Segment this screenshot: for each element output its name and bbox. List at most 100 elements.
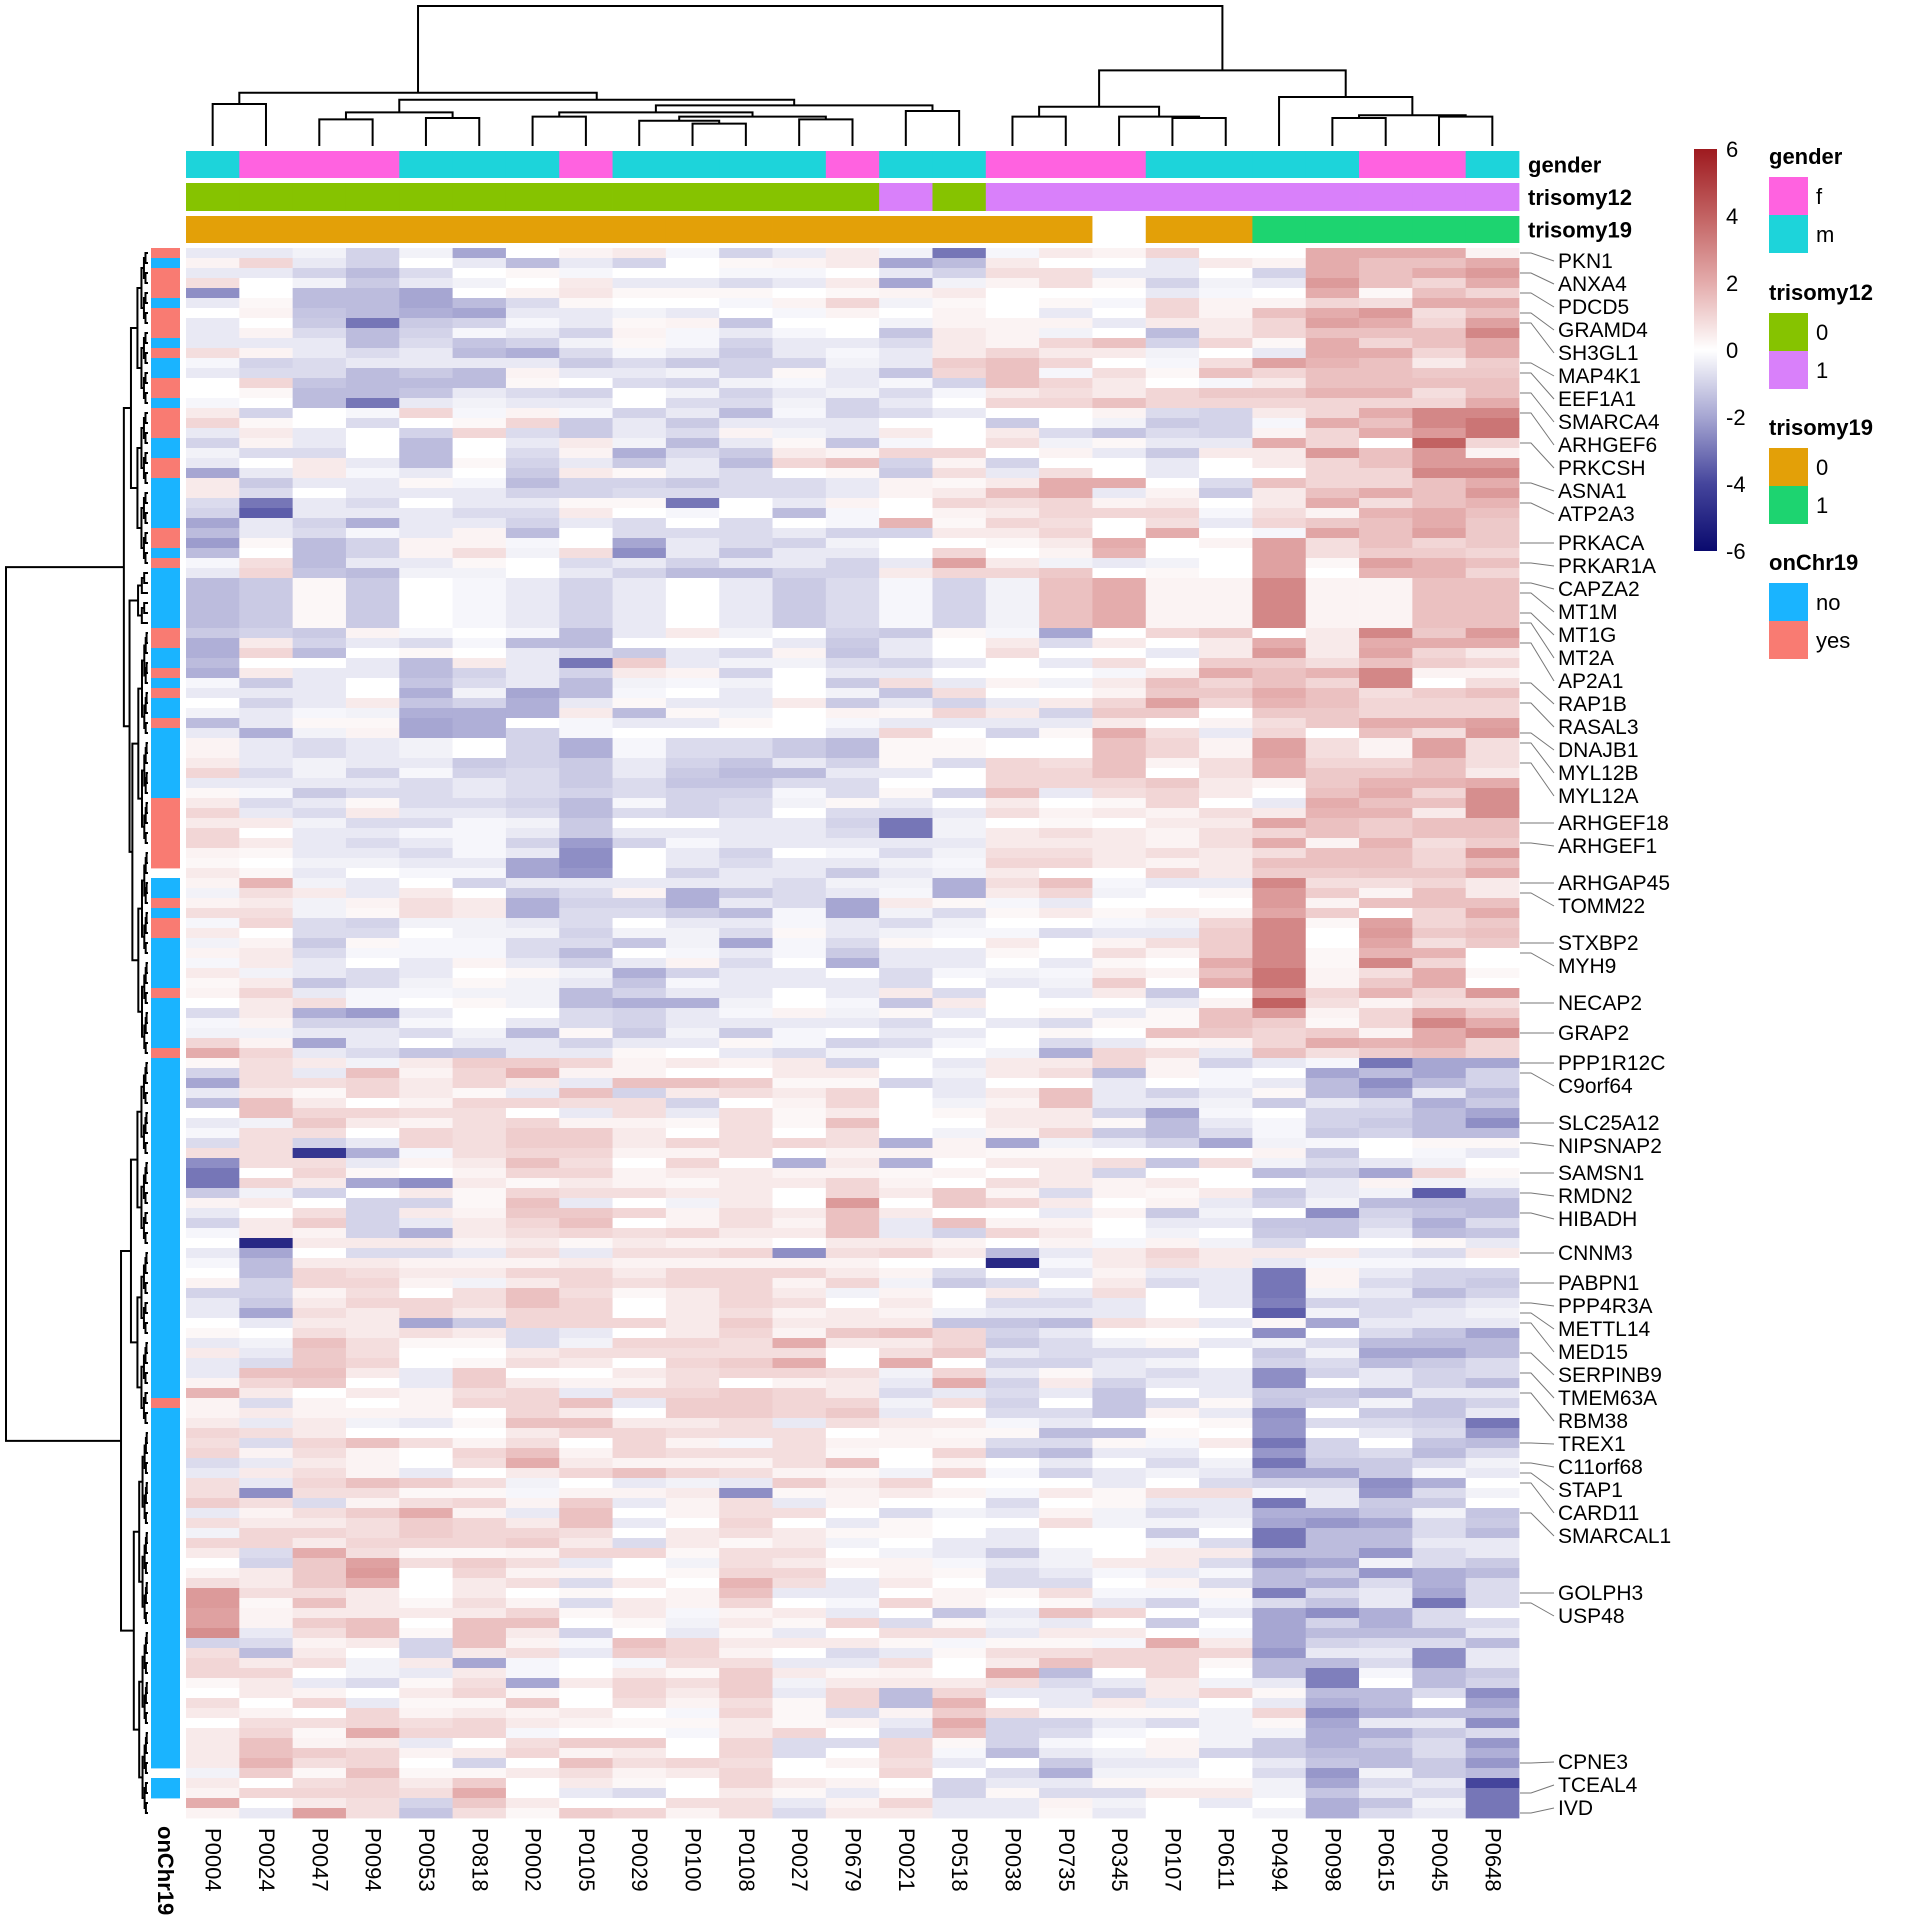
heatmap-cell: [559, 658, 613, 669]
heatmap-cell: [665, 518, 720, 529]
annotation-cell-onChr19: [151, 1228, 180, 1239]
heatmap-cell: [399, 828, 453, 839]
heatmap-cell: [559, 558, 613, 569]
heatmap-cell: [239, 478, 294, 489]
row-label-leader-line: [1520, 732, 1555, 751]
heatmap-cell: [719, 1048, 773, 1059]
heatmap-cell: [186, 1478, 240, 1489]
legend-label: f: [1816, 184, 1823, 209]
annotation-cell-onChr19: [151, 478, 180, 489]
heatmap-cell: [1092, 1678, 1147, 1689]
heatmap-cell: [1305, 1718, 1360, 1729]
heatmap-cell: [719, 1738, 773, 1749]
heatmap-cell: [1145, 398, 1200, 409]
heatmap-cell: [505, 308, 560, 319]
heatmap-cell: [825, 1698, 880, 1709]
row-dendrogram-branch: [144, 857, 148, 874]
annotation-cell-onChr19: [151, 1178, 180, 1189]
heatmap-cell: [292, 418, 347, 429]
heatmap-cell: [1039, 908, 1093, 919]
heatmap-cell: [505, 598, 560, 609]
heatmap-cell: [1465, 668, 1520, 679]
heatmap-cell: [1199, 618, 1253, 629]
heatmap-cell: [1199, 1418, 1253, 1429]
heatmap-cell: [825, 1358, 880, 1369]
heatmap-cell: [1199, 968, 1253, 979]
heatmap-cell: [825, 1368, 880, 1379]
annotation-cell-onChr19: [151, 1468, 180, 1479]
heatmap-cell: [1252, 1488, 1307, 1499]
heatmap-cell: [1412, 878, 1467, 889]
heatmap-cell: [719, 1608, 773, 1619]
heatmap-cell: [719, 1618, 773, 1629]
heatmap-cell: [985, 588, 1040, 599]
heatmap-cell: [559, 1528, 613, 1539]
heatmap-cell: [772, 728, 827, 739]
heatmap-cell: [1145, 1628, 1200, 1639]
heatmap-cell: [1305, 1068, 1360, 1079]
annotation-cell-onChr19: [151, 608, 180, 619]
heatmap-cell: [932, 788, 987, 799]
heatmap-cell: [1412, 708, 1467, 719]
heatmap-cell: [1092, 808, 1147, 819]
heatmap-cell: [1145, 1538, 1200, 1549]
heatmap-cell: [505, 518, 560, 529]
heatmap-cell: [719, 1118, 773, 1129]
heatmap-cell: [932, 1508, 987, 1519]
heatmap-cell: [1412, 988, 1467, 999]
heatmap-cell: [1252, 708, 1307, 719]
annotation-cell-gender: [879, 151, 933, 178]
heatmap-cell: [452, 868, 507, 879]
row-dendrogram-branch: [144, 512, 148, 524]
heatmap-cell: [345, 788, 400, 799]
heatmap-cell: [1039, 1118, 1093, 1129]
heatmap-cell: [559, 1518, 613, 1529]
heatmap-cell: [186, 1638, 240, 1649]
heatmap-cell: [1199, 1428, 1253, 1439]
heatmap-cell: [292, 1008, 347, 1019]
heatmap-cell: [1145, 818, 1200, 829]
heatmap-cell: [1305, 908, 1360, 919]
heatmap-cell: [559, 358, 613, 369]
heatmap-cell: [1039, 538, 1093, 549]
heatmap-cell: [1252, 1148, 1307, 1159]
heatmap-cell: [932, 278, 987, 289]
heatmap-cell: [1359, 448, 1413, 459]
heatmap-cell: [1465, 938, 1520, 949]
heatmap-cell: [665, 1308, 720, 1319]
heatmap-cell: [665, 528, 720, 539]
heatmap-cell: [879, 1208, 933, 1219]
heatmap-cell: [452, 1368, 507, 1379]
heatmap-cell: [1412, 568, 1467, 579]
heatmap-cell: [1412, 1398, 1467, 1409]
heatmap-cell: [772, 448, 827, 459]
heatmap-cell: [612, 1158, 667, 1169]
heatmap-cell: [1305, 1458, 1360, 1469]
heatmap-cell: [292, 978, 347, 989]
heatmap-cell: [1465, 1128, 1520, 1139]
heatmap-cell: [399, 1048, 453, 1059]
heatmap-cell: [932, 1808, 987, 1819]
heatmap-cell: [719, 838, 773, 849]
heatmap-cell: [1359, 1278, 1413, 1289]
heatmap-cell: [879, 288, 933, 299]
heatmap-cell: [239, 918, 294, 929]
heatmap-cell: [452, 728, 507, 739]
heatmap-cell: [505, 1048, 560, 1059]
heatmap-cell: [825, 1498, 880, 1509]
row-label: MT1G: [1558, 624, 1616, 647]
heatmap-cell: [932, 458, 987, 469]
annotation-cell-trisomy12: [1039, 183, 1093, 211]
heatmap-cell: [879, 518, 933, 529]
heatmap-cell: [1199, 998, 1253, 1009]
heatmap-cell: [932, 538, 987, 549]
heatmap-cell: [559, 668, 613, 679]
heatmap-cell: [1092, 478, 1147, 489]
heatmap-cell: [1412, 528, 1467, 539]
heatmap-cell: [1305, 298, 1360, 309]
heatmap-cell: [345, 1048, 400, 1059]
heatmap-cell: [879, 1118, 933, 1129]
heatmap-cell: [1145, 1388, 1200, 1399]
heatmap-cell: [345, 1018, 400, 1029]
